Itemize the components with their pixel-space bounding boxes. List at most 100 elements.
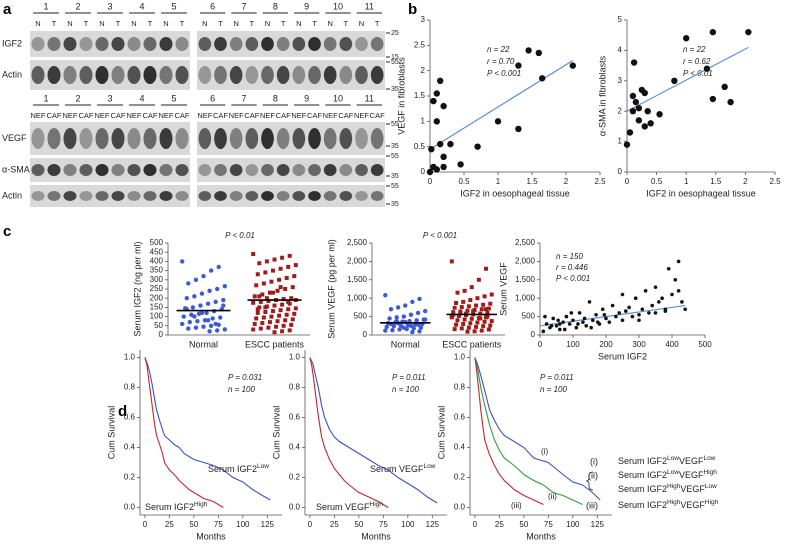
point bbox=[260, 292, 265, 297]
series-label: Serum IGF2LowVEGFLow bbox=[618, 455, 716, 466]
point bbox=[637, 318, 641, 323]
point bbox=[213, 299, 218, 305]
y-tick-label: 0.5 bbox=[414, 142, 426, 151]
band bbox=[159, 128, 173, 149]
sample-label: N bbox=[131, 19, 136, 28]
sample-label: T bbox=[148, 19, 153, 28]
lane-number: 1 bbox=[43, 93, 48, 103]
point bbox=[274, 324, 279, 329]
y-tick-label: 1,500 bbox=[515, 275, 536, 284]
lane-number: 1 bbox=[43, 1, 48, 11]
point bbox=[408, 312, 414, 317]
y-tick-label: 1,000 bbox=[515, 293, 536, 302]
y-axis-label: α-SMA in fibroblasts bbox=[597, 55, 607, 136]
point bbox=[452, 305, 457, 310]
point bbox=[251, 300, 256, 305]
point bbox=[591, 318, 595, 323]
lane-number: 5 bbox=[171, 93, 176, 103]
point bbox=[267, 290, 272, 295]
lane-number: 7 bbox=[241, 93, 246, 103]
label-part: Serum VEGF bbox=[316, 502, 370, 512]
point bbox=[187, 319, 193, 325]
point bbox=[193, 325, 199, 330]
size-marker: 55 bbox=[391, 153, 399, 160]
band bbox=[175, 37, 189, 51]
size-marker: 25 bbox=[391, 30, 399, 37]
y-tick-label: 1,000 bbox=[347, 293, 368, 302]
x-tick-label: 25 bbox=[330, 520, 339, 529]
point bbox=[637, 312, 641, 317]
y-axis-label: Cum Survival bbox=[106, 406, 116, 460]
y-tick-label: 5 bbox=[618, 15, 623, 24]
y-tick-label: 2,000 bbox=[515, 257, 536, 266]
x-tick-label: 125 bbox=[261, 520, 275, 529]
band bbox=[79, 128, 93, 149]
brace bbox=[585, 471, 594, 491]
band bbox=[95, 164, 109, 176]
survival-curve bbox=[474, 357, 544, 505]
band bbox=[292, 37, 306, 51]
band bbox=[95, 37, 109, 51]
point bbox=[260, 321, 265, 326]
band bbox=[63, 191, 77, 201]
label-part: High bbox=[667, 483, 681, 490]
y-tick-label: 0 bbox=[618, 167, 623, 176]
y-tick-label: 0.0 bbox=[454, 503, 466, 512]
point bbox=[202, 318, 208, 323]
band bbox=[47, 128, 61, 149]
sample-label: N bbox=[265, 19, 270, 28]
band bbox=[31, 191, 45, 201]
band bbox=[127, 191, 141, 201]
label-part: Serum IGF2 bbox=[618, 484, 667, 494]
point bbox=[474, 324, 479, 329]
band bbox=[229, 37, 243, 51]
point bbox=[284, 275, 289, 280]
point bbox=[440, 153, 447, 160]
x-tick-label: Normal bbox=[189, 339, 218, 349]
annotation: P = 0.011 bbox=[392, 373, 426, 382]
band bbox=[339, 128, 353, 149]
band bbox=[159, 37, 173, 51]
y-tick-label: 2,000 bbox=[347, 257, 368, 266]
y-tick-label: 250 bbox=[150, 284, 164, 293]
y-tick-label: 0.4 bbox=[289, 443, 301, 452]
point bbox=[180, 259, 185, 264]
point bbox=[671, 77, 678, 85]
label-part: Low bbox=[667, 469, 679, 476]
point bbox=[676, 289, 681, 293]
point bbox=[474, 303, 479, 308]
point bbox=[643, 289, 648, 293]
x-tick-label: 2 bbox=[743, 177, 748, 186]
y-tick-label: 0.6 bbox=[124, 413, 136, 422]
band bbox=[308, 164, 321, 176]
point bbox=[471, 309, 476, 314]
point bbox=[403, 303, 408, 308]
x-tick-label: 100 bbox=[401, 520, 415, 529]
x-tick-label: 25 bbox=[495, 520, 504, 529]
point bbox=[423, 317, 428, 322]
point bbox=[595, 320, 600, 324]
point bbox=[633, 296, 638, 301]
point bbox=[632, 98, 640, 106]
band bbox=[339, 37, 353, 51]
point bbox=[263, 310, 268, 314]
y-tick-label: 0.6 bbox=[454, 413, 466, 422]
point bbox=[193, 277, 199, 282]
point bbox=[683, 35, 690, 42]
point bbox=[468, 298, 473, 303]
band bbox=[159, 191, 173, 201]
point bbox=[462, 288, 467, 293]
curve-tag: (iii) bbox=[511, 501, 522, 510]
x-axis-label: Months bbox=[361, 531, 391, 541]
point bbox=[417, 329, 422, 334]
lane-number: 11 bbox=[365, 1, 374, 11]
point bbox=[484, 307, 488, 312]
band bbox=[175, 128, 189, 149]
x-tick-label: 0 bbox=[538, 340, 543, 349]
point bbox=[255, 272, 260, 277]
sample-label: N bbox=[233, 19, 238, 28]
point bbox=[205, 318, 211, 323]
lane-number: 2 bbox=[75, 93, 80, 103]
band bbox=[292, 128, 306, 149]
y-tick-label: 400 bbox=[150, 257, 164, 266]
